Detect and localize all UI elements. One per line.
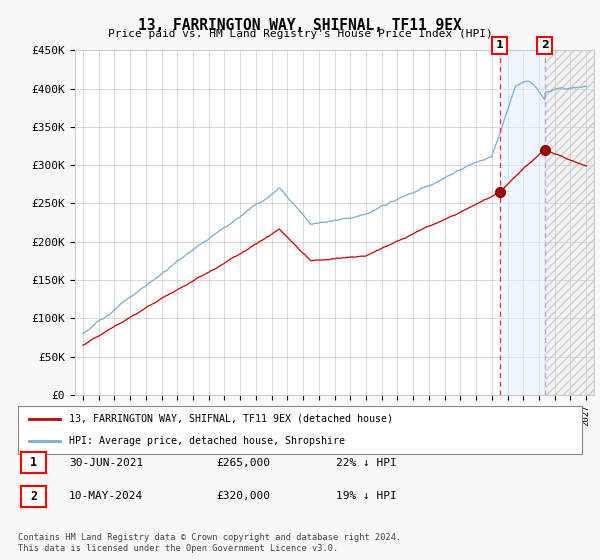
Text: Contains HM Land Registry data © Crown copyright and database right 2024.
This d: Contains HM Land Registry data © Crown c… bbox=[18, 533, 401, 553]
Text: £320,000: £320,000 bbox=[216, 491, 270, 501]
Text: £265,000: £265,000 bbox=[216, 458, 270, 468]
Text: 1: 1 bbox=[30, 456, 37, 469]
Text: 2: 2 bbox=[541, 40, 548, 50]
Text: 30-JUN-2021: 30-JUN-2021 bbox=[69, 458, 143, 468]
Text: HPI: Average price, detached house, Shropshire: HPI: Average price, detached house, Shro… bbox=[69, 436, 345, 446]
Text: Price paid vs. HM Land Registry's House Price Index (HPI): Price paid vs. HM Land Registry's House … bbox=[107, 29, 493, 39]
Text: 19% ↓ HPI: 19% ↓ HPI bbox=[336, 491, 397, 501]
Text: 2: 2 bbox=[30, 489, 37, 503]
Bar bbox=[545, 50, 594, 395]
Text: 22% ↓ HPI: 22% ↓ HPI bbox=[336, 458, 397, 468]
Bar bbox=[500, 50, 545, 395]
Bar bbox=[545, 50, 594, 395]
Text: 1: 1 bbox=[496, 40, 503, 50]
Text: 13, FARRINGTON WAY, SHIFNAL, TF11 9EX (detached house): 13, FARRINGTON WAY, SHIFNAL, TF11 9EX (d… bbox=[69, 414, 393, 424]
Text: 13, FARRINGTON WAY, SHIFNAL, TF11 9EX: 13, FARRINGTON WAY, SHIFNAL, TF11 9EX bbox=[138, 18, 462, 33]
Text: 10-MAY-2024: 10-MAY-2024 bbox=[69, 491, 143, 501]
